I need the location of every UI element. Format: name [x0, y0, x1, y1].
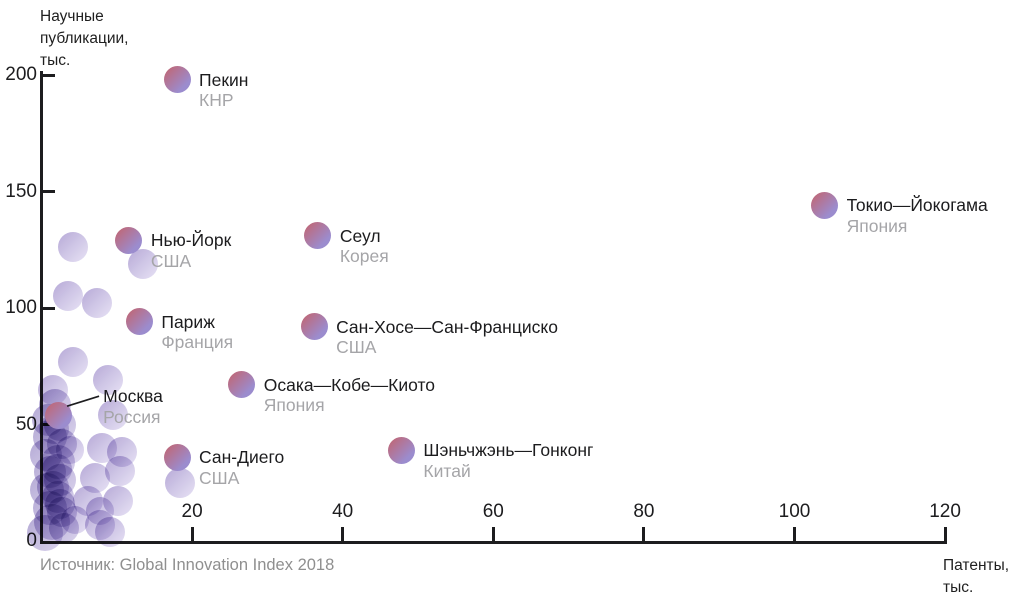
y-tick: [42, 190, 55, 193]
country-name: Франция: [161, 332, 234, 353]
background-bubble: [104, 456, 135, 487]
x-tick-label: 40: [332, 501, 354, 522]
city-name: Сеул: [339, 225, 381, 246]
x-tick-label: 120: [929, 501, 961, 522]
country-name: США: [199, 467, 240, 488]
point-label-tokyo-yokohama: Токио—Йокогама Япония: [847, 195, 988, 236]
city-name: Париж: [161, 311, 215, 332]
x-axis-title-line: тыс.: [943, 579, 974, 596]
background-bubble: [128, 248, 159, 279]
city-name: Сан-Хосе—Сан-Франциско: [336, 316, 558, 337]
background-bubble: [92, 365, 123, 396]
source-note: Источник: Global Innovation Index 2018: [40, 556, 335, 574]
background-bubble: [58, 346, 89, 377]
y-tick: [42, 306, 55, 310]
point-label-san-jose-san-francisco: Сан-Хосе—Сан-Франциско США: [336, 317, 558, 358]
country-name: США: [336, 337, 377, 358]
city-name: Сан-Диего: [199, 447, 285, 468]
bubble-tokyo-yokohama: [811, 191, 839, 219]
point-label-beijing: Пекин КНР: [199, 70, 248, 111]
x-axis-title-line: Патенты,: [943, 557, 1010, 574]
bubble-san-jose-san-francisco: [300, 313, 328, 341]
background-bubble: [98, 400, 129, 431]
city-name: Токио—Йокогама: [846, 195, 988, 216]
bubble-moscow: [44, 401, 72, 429]
city-name: Шэньчжэнь—Гонконг: [423, 440, 594, 461]
background-bubble: [44, 488, 75, 519]
country-name: Япония: [263, 395, 325, 416]
point-label-new-york: Нью-Йорк США: [151, 230, 231, 271]
point-label-seoul: Сеул Корея: [340, 226, 389, 267]
y-tick-label: 50: [15, 413, 37, 435]
x-tick: [190, 527, 194, 542]
x-tick-label: 60: [482, 501, 504, 522]
x-tick-label: 80: [633, 501, 655, 522]
city-name: Нью-Йорк: [150, 230, 232, 251]
country-name: Япония: [846, 215, 908, 236]
x-tick: [943, 527, 947, 542]
country-name: США: [150, 250, 192, 271]
x-tick: [341, 527, 345, 542]
bubble-paris: [125, 308, 153, 336]
country-name: КНР: [199, 90, 234, 111]
point-label-osaka-kobe-kyoto: Осака—Кобе—Киото Япония: [264, 375, 435, 416]
x-tick: [491, 527, 495, 542]
bubble-shenzhen-hong-kong: [387, 436, 415, 464]
y-axis-title-line: Научные: [40, 8, 104, 25]
y-axis-title-line: тыс.: [40, 52, 71, 69]
city-name: Пекин: [199, 69, 249, 90]
bubble-san-diego: [163, 443, 191, 471]
bubble-beijing: [163, 66, 191, 94]
y-axis-line: [40, 71, 43, 544]
x-tick-label: 20: [181, 501, 203, 522]
bubble-osaka-kobe-kyoto: [228, 371, 256, 399]
point-label-paris: Париж Франция: [161, 312, 233, 353]
background-bubble: [52, 281, 83, 312]
y-tick-label: 200: [5, 64, 37, 85]
background-bubble: [82, 288, 113, 319]
country-name: Китай: [423, 460, 471, 481]
moscow-leader-line: [66, 395, 100, 407]
x-axis-line: [40, 541, 947, 544]
country-name: Корея: [339, 246, 389, 267]
y-tick-label: 100: [5, 297, 37, 318]
background-bubble: [58, 232, 89, 263]
point-label-san-diego: Сан-Диего США: [199, 447, 284, 488]
y-tick: [42, 73, 55, 77]
background-bubble: [27, 515, 64, 552]
x-axis-title: Патенты, тыс.: [943, 555, 1009, 597]
background-bubble: [165, 467, 196, 498]
background-bubble: [86, 496, 115, 525]
bubble-new-york: [115, 226, 143, 254]
point-label-moscow: Москва Россия: [103, 386, 163, 427]
y-axis-title: Научные публикации, тыс.: [40, 6, 128, 72]
x-tick: [642, 527, 646, 542]
bubble-seoul: [304, 222, 332, 250]
y-axis-title-line: публикации,: [40, 30, 129, 47]
city-name: Осака—Кобе—Киото: [263, 374, 436, 395]
x-tick: [793, 527, 796, 542]
country-name: Россия: [103, 406, 161, 427]
y-tick-label: 150: [5, 180, 37, 202]
point-label-shenzhen-hong-kong: Шэньчжэнь—Гонконг Китай: [423, 440, 593, 481]
city-name: Москва: [103, 386, 163, 407]
x-tick-label: 100: [778, 501, 811, 522]
